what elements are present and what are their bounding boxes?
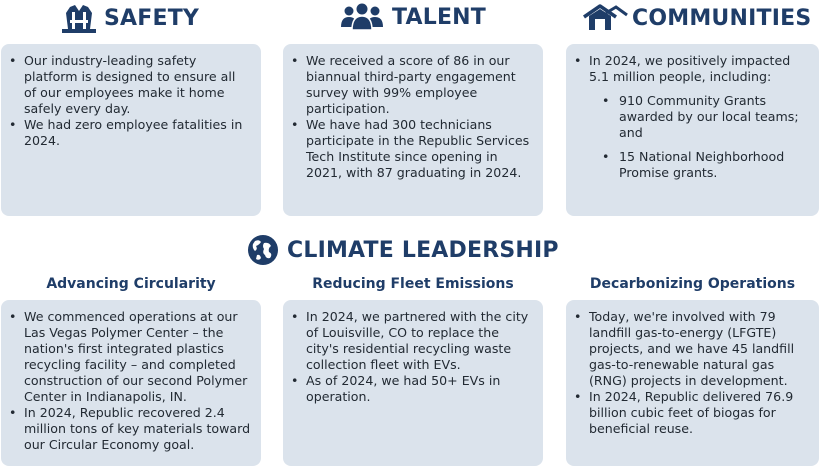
globe-icon	[247, 234, 279, 266]
communities-intro: In 2024, we positively impacted 5.1 mill…	[589, 53, 791, 84]
list-item: We received a score of 86 in our biannua…	[291, 53, 533, 117]
list-item: In 2024, Republic recovered 2.4 million …	[9, 405, 251, 453]
advancing-circularity-card: We commenced operations at our Las Vegas…	[1, 300, 261, 466]
communities-title: COMMUNITIES	[632, 5, 812, 31]
talent-heading: TALENT	[340, 3, 486, 31]
list-item: In 2024, Republic delivered 76.9 billion…	[574, 389, 809, 437]
decarbonizing-operations-heading: Decarbonizing Operations	[589, 276, 796, 292]
talent-title: TALENT	[392, 4, 486, 30]
reducing-fleet-emissions-heading: Reducing Fleet Emissions	[312, 276, 514, 292]
list-item: We commenced operations at our Las Vegas…	[9, 309, 251, 405]
list-item: We had zero employee fatalities in 2024.	[9, 117, 251, 149]
list-item: We have had 300 technicians participate …	[291, 117, 533, 181]
list-item: In 2024, we positively impacted 5.1 mill…	[574, 53, 809, 181]
list-item: Our industry-leading safety platform is …	[9, 53, 251, 117]
list-item: In 2024, we partnered with the city of L…	[291, 309, 533, 373]
list-item: 910 Community Grants awarded by our loca…	[589, 93, 809, 141]
advancing-circularity-heading: Advancing Circularity	[46, 276, 216, 292]
communities-bullets: In 2024, we positively impacted 5.1 mill…	[574, 53, 809, 181]
communities-sub-bullets: 910 Community Grants awarded by our loca…	[589, 93, 809, 181]
reducing-fleet-emissions-bullets: In 2024, we partnered with the city of L…	[291, 309, 533, 405]
talent-card: We received a score of 86 in our biannua…	[283, 44, 543, 216]
people-group-icon	[340, 3, 384, 31]
worker-vest-icon	[62, 3, 96, 33]
advancing-circularity-bullets: We commenced operations at our Las Vegas…	[9, 309, 251, 453]
talent-bullets: We received a score of 86 in our biannua…	[291, 53, 533, 181]
list-item: Today, we're involved with 79 landfill g…	[574, 309, 809, 389]
list-item: As of 2024, we had 50+ EVs in operation.	[291, 373, 533, 405]
safety-heading: SAFETY	[62, 3, 199, 33]
list-item: 15 National Neighborhood Promise grants.	[589, 149, 809, 181]
safety-bullets: Our industry-leading safety platform is …	[9, 53, 251, 149]
houses-icon	[582, 3, 628, 33]
climate-heading: CLIMATE LEADERSHIP	[247, 234, 559, 266]
reducing-fleet-emissions-card: In 2024, we partnered with the city of L…	[283, 300, 543, 466]
decarbonizing-operations-bullets: Today, we're involved with 79 landfill g…	[574, 309, 809, 437]
climate-title: CLIMATE LEADERSHIP	[287, 237, 559, 263]
safety-card: Our industry-leading safety platform is …	[1, 44, 261, 216]
communities-heading: COMMUNITIES	[582, 3, 811, 33]
safety-title: SAFETY	[104, 5, 200, 31]
communities-card: In 2024, we positively impacted 5.1 mill…	[566, 44, 819, 216]
decarbonizing-operations-card: Today, we're involved with 79 landfill g…	[566, 300, 819, 466]
